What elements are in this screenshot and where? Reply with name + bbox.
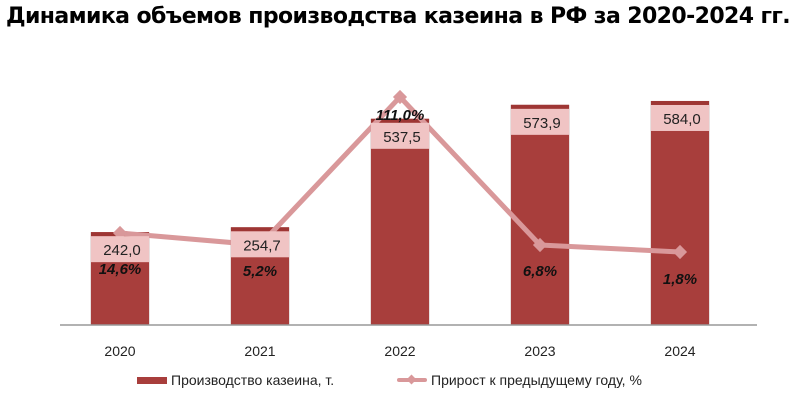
growth-value-label: 1,8% — [663, 271, 697, 288]
x-tick-label: 2021 — [244, 343, 275, 359]
bar-value-label: 584,0 — [663, 111, 701, 128]
growth-value-label: 111,0% — [376, 107, 425, 124]
bar-value-label-box — [511, 108, 569, 135]
x-tick-label: 2020 — [104, 343, 135, 359]
growth-marker — [672, 244, 688, 260]
bar-value-label-box — [91, 236, 149, 263]
bar-value-label: 537,5 — [383, 129, 421, 146]
x-tick-label: 2023 — [524, 343, 555, 359]
bar-top-edge — [651, 100, 709, 105]
bar-value-label-box — [371, 122, 429, 149]
bar-top-edge — [371, 118, 429, 123]
bar-value-label: 573,9 — [523, 115, 561, 132]
bar-2022 — [371, 118, 429, 325]
x-tick-label: 2024 — [664, 343, 695, 359]
growth-value-label: 5,2% — [243, 263, 277, 280]
x-axis-ticks: 2020 2021 2022 2023 2024 — [104, 343, 695, 359]
bar-value-label: 242,0 — [103, 242, 141, 259]
legend-label-growth: Прирост к предыдущему году, % — [431, 372, 642, 388]
chart-title: Динамика объемов производства казеина в … — [6, 4, 791, 29]
x-tick-label: 2022 — [384, 343, 415, 359]
data-labels: 242,0 254,7 537,5 573,9 584,0 14,6% 5,2% 111,0%… — [91, 104, 709, 288]
legend-item-production: Производство казеина, т. — [137, 372, 334, 388]
legend-line-swatch — [397, 373, 427, 387]
growth-marker — [392, 89, 408, 105]
bar-top-edge — [511, 104, 569, 109]
chart-area: 242,0 254,7 537,5 573,9 584,0 14,6% 5,2% 111,0%… — [60, 89, 757, 359]
growth-value-label: 6,8% — [523, 263, 557, 280]
legend-item-growth: Прирост к предыдущему году, % — [397, 372, 642, 388]
growth-value-label: 14,6% — [99, 261, 142, 278]
growth-marker — [532, 237, 548, 253]
bar-top-edge — [231, 227, 289, 232]
legend-bar-swatch — [137, 376, 167, 384]
legend-label-production: Производство казеина, т. — [171, 372, 335, 388]
bar-2024 — [651, 100, 709, 325]
bar-value-label: 254,7 — [243, 237, 281, 254]
bar-2023 — [511, 104, 569, 325]
bar-value-label-box — [651, 104, 709, 131]
bar-value-label-box — [231, 231, 289, 258]
